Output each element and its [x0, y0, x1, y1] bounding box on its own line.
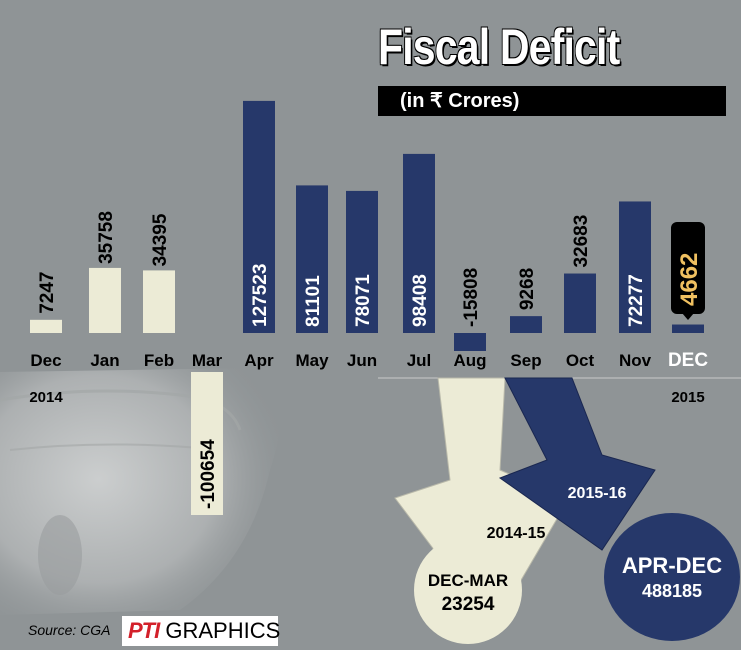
value-label-may: 81101	[303, 275, 324, 327]
total-circle-2014-15	[414, 536, 522, 644]
value-label-mar: -100654	[198, 439, 219, 509]
bar-oct	[564, 273, 596, 333]
value-label-aug: -15808	[461, 268, 482, 327]
bar-dec	[30, 319, 62, 333]
bar-sep	[510, 316, 542, 333]
month-label-jun: Jun	[347, 351, 377, 370]
month-label-sep: Sep	[510, 351, 541, 370]
value-label-nov: 72277	[626, 274, 647, 327]
bar-nov	[619, 201, 651, 333]
bar-mar	[191, 372, 223, 515]
value-label-jun: 78071	[353, 274, 374, 327]
highlight-callout	[671, 222, 705, 314]
month-label-jul: Jul	[407, 351, 432, 370]
month-label-jan: Jan	[90, 351, 119, 370]
total-label-2015-16: APR-DEC	[622, 553, 722, 578]
value-label-apr: 127523	[250, 264, 271, 327]
highlight-callout-tip	[682, 313, 694, 320]
total-value-2015-16: 488185	[642, 581, 702, 601]
value-label-sep: 9268	[517, 268, 538, 310]
month-label-apr: Apr	[244, 351, 274, 370]
value-label-dec: 7247	[37, 272, 58, 314]
year-label-2015: 2015	[671, 389, 704, 406]
month-label-mar: Mar	[192, 351, 223, 370]
value-label-jul: 98408	[410, 274, 431, 327]
total-value-2014-15: 23254	[442, 594, 495, 615]
bar-aug	[454, 333, 486, 351]
bar-feb	[143, 270, 175, 333]
arrow-2014-15	[394, 377, 569, 629]
month-label-dec: DEC	[668, 350, 708, 371]
month-label-may: May	[295, 351, 329, 370]
value-label-feb: 34395	[150, 213, 171, 266]
chart-subtitle: (in ₹ Crores)	[378, 86, 726, 116]
series-label-2014-15: 2014-15	[487, 525, 546, 542]
bar-apr	[243, 100, 275, 333]
arrow-2015-16	[498, 377, 656, 551]
month-label-oct: Oct	[566, 351, 595, 370]
month-label-feb: Feb	[144, 351, 174, 370]
bar-dec	[672, 324, 704, 333]
bar-may	[296, 185, 328, 333]
value-label-jan: 35758	[96, 211, 117, 264]
bar-jun	[346, 190, 378, 333]
month-label-dec: Dec	[30, 351, 61, 370]
chart-title: Fiscal Deficit	[378, 19, 620, 75]
year-label-2014: 2014	[29, 389, 63, 406]
bar-jul	[403, 153, 435, 333]
series-label-2015-16: 2015-16	[568, 485, 627, 502]
value-label-dec: 4662	[676, 253, 703, 306]
total-label-2014-15: DEC-MAR	[428, 571, 508, 590]
month-label-aug: Aug	[453, 351, 486, 370]
month-label-nov: Nov	[619, 351, 652, 370]
credit-mark: PTI	[128, 618, 160, 643]
credit-word: GRAPHICS	[165, 618, 281, 643]
bar-jan	[89, 267, 121, 333]
source-note: Source: CGA	[28, 622, 111, 638]
value-label-oct: 32683	[571, 215, 592, 268]
credit-logo: PTI GRAPHICS	[122, 616, 281, 646]
total-circle-2015-16	[604, 513, 740, 641]
